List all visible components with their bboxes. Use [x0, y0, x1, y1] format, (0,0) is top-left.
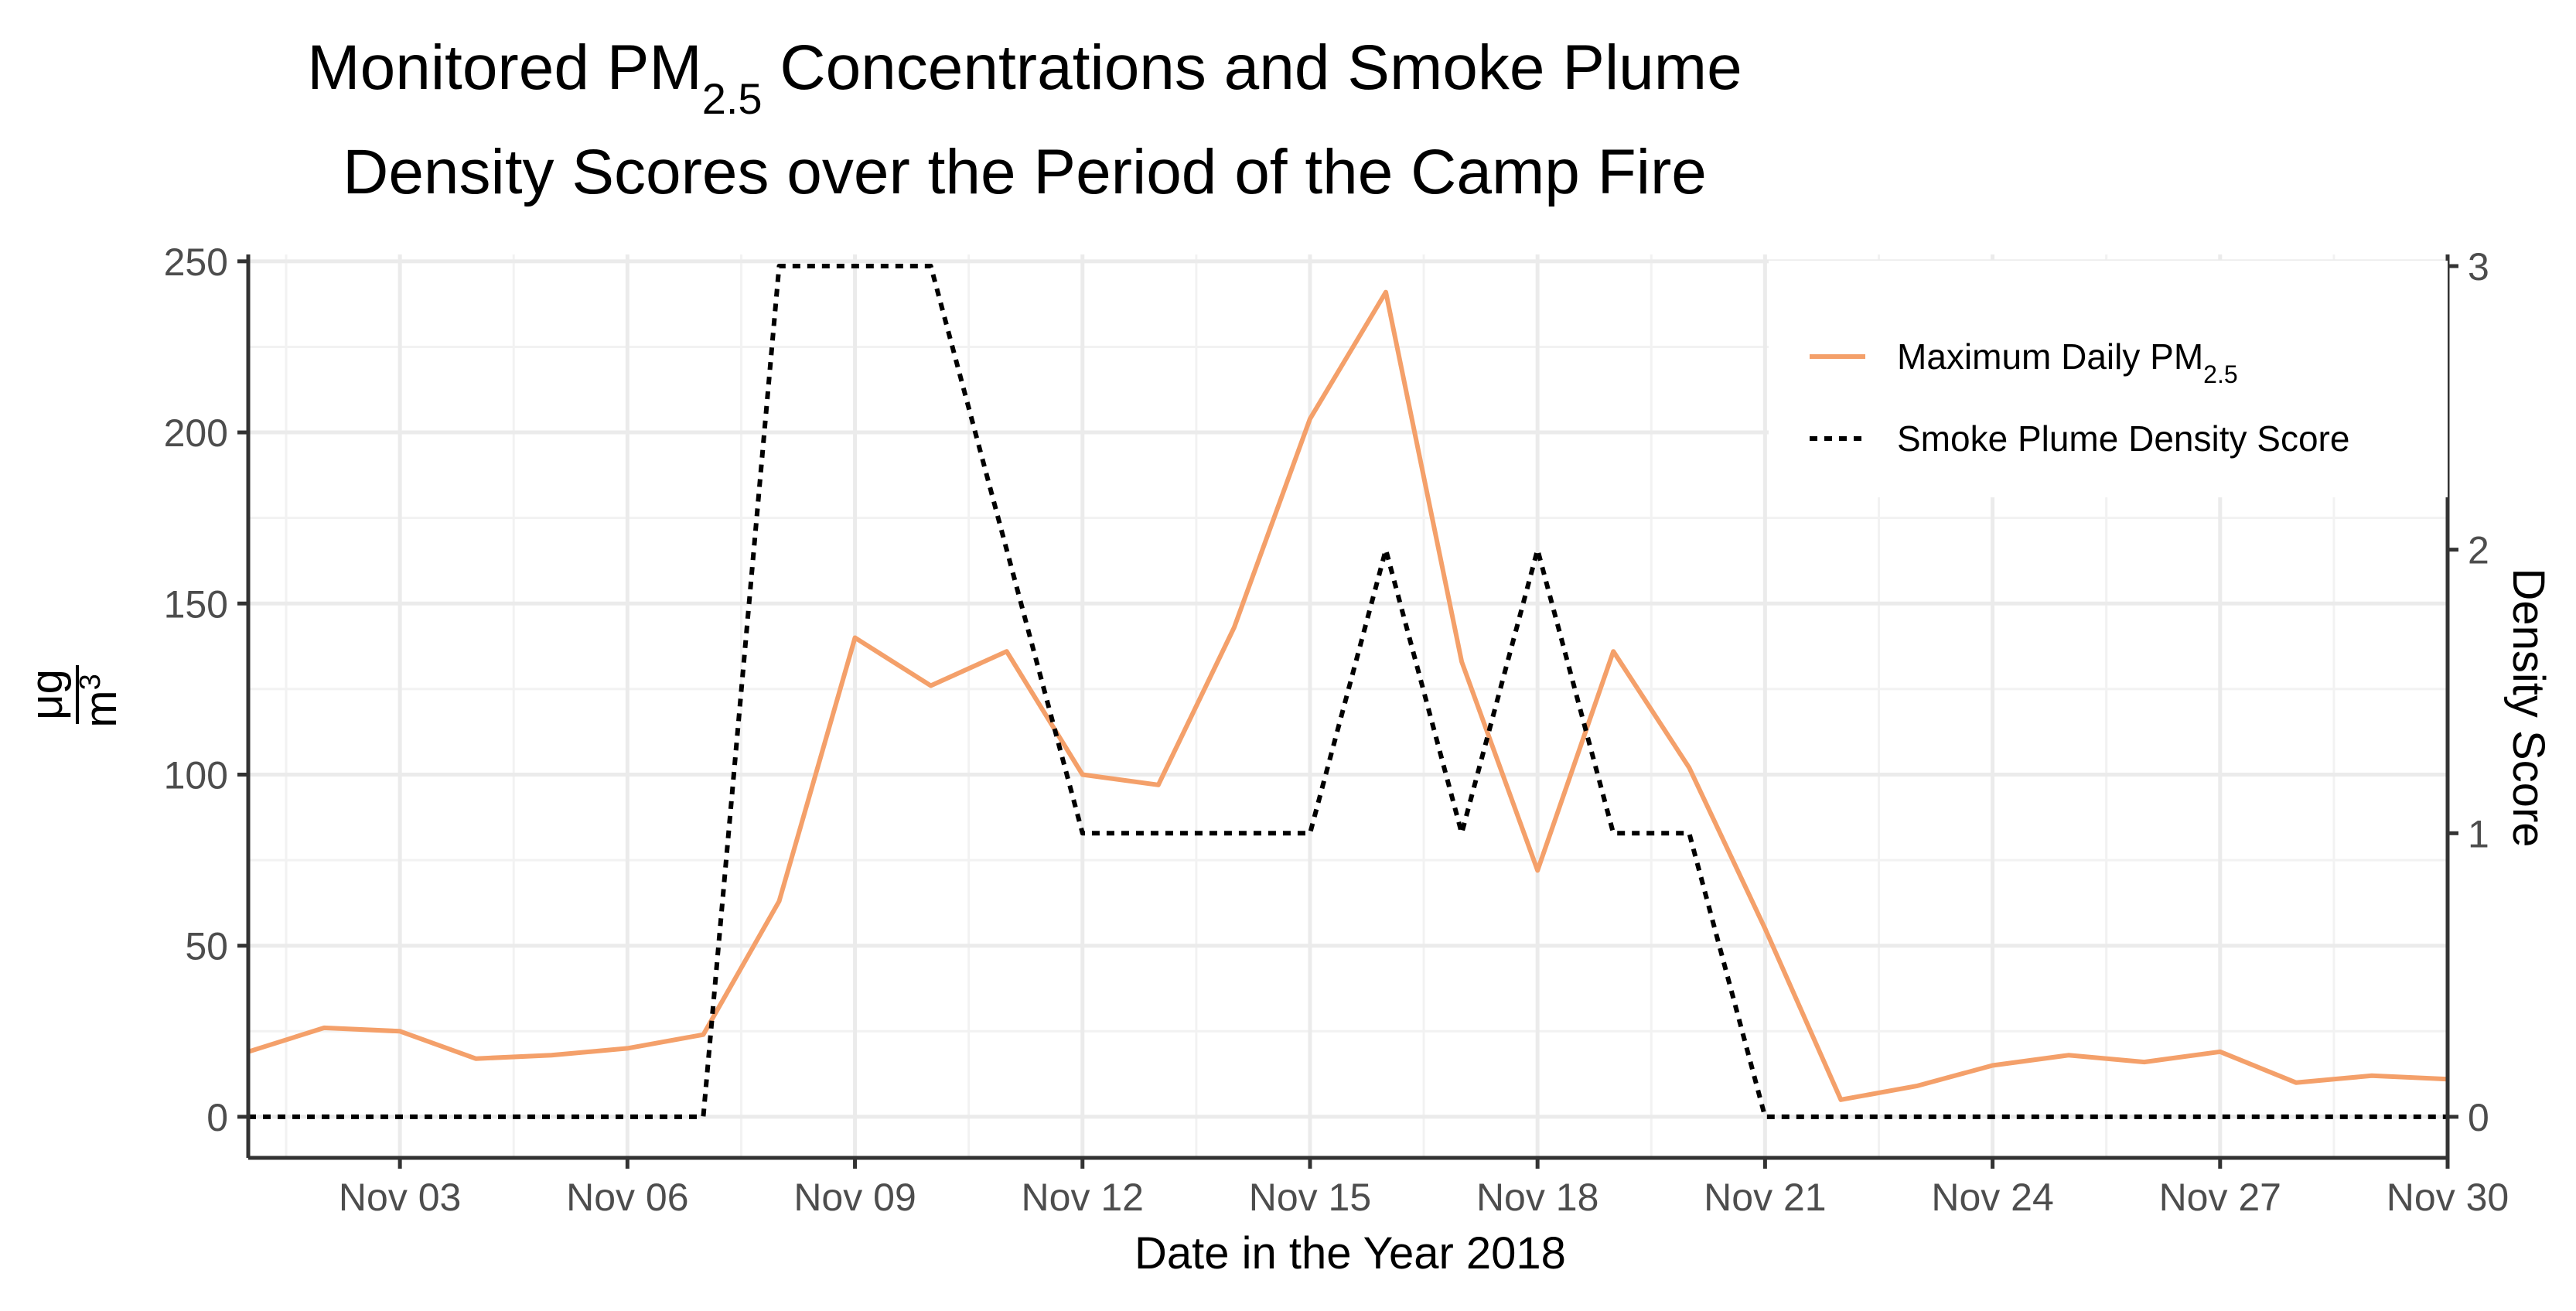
- x-axis-ticks: Nov 03 Nov 06 Nov 09 Nov 12 Nov 15 Nov 18 Nov …: [339, 1158, 2509, 1219]
- x-tick-label: Nov 24: [1931, 1176, 2053, 1219]
- y-tick-label: 0: [206, 1096, 228, 1139]
- y2-tick-label: 0: [2468, 1096, 2489, 1139]
- y2-tick-label: 2: [2468, 529, 2489, 572]
- y-axis-title-denominator: m3: [74, 674, 126, 727]
- x-tick-label: Nov 06: [566, 1176, 688, 1219]
- x-tick-label: Nov 15: [1249, 1176, 1371, 1219]
- series-line-pm25: [247, 289, 2448, 1102]
- y-tick-label: 100: [164, 753, 228, 797]
- y2-tick-label: 3: [2468, 245, 2489, 288]
- x-tick-label: Nov 18: [1476, 1176, 1598, 1219]
- x-tick-label: Nov 03: [339, 1176, 461, 1219]
- chart-title-line-2: Density Scores over the Period of the Ca…: [343, 137, 1707, 207]
- x-tick-label: Nov 21: [1704, 1176, 1826, 1219]
- chart-title-line-1: Monitored PM2.5 Concentrations and Smoke…: [307, 32, 1742, 123]
- x-tick-label: Nov 30: [2387, 1176, 2509, 1219]
- y2-tick-label: 1: [2468, 812, 2489, 855]
- x-axis-title: Date in the Year 2018: [1134, 1228, 1566, 1279]
- y-tick-label: 50: [185, 925, 228, 968]
- x-tick-label: Nov 09: [793, 1176, 916, 1219]
- minor-gridlines: [248, 254, 2448, 1158]
- y2-axis-ticks: 0 1 2 3: [2448, 245, 2489, 1139]
- y-tick-label: 200: [164, 411, 228, 455]
- series-line-density-score: [248, 264, 2448, 1119]
- y-tick-label: 250: [164, 241, 228, 284]
- series-layer: [247, 264, 2448, 1119]
- y-axis-ticks: 0 50 100 150 200 250: [164, 241, 248, 1139]
- x-tick-label: Nov 12: [1022, 1176, 1144, 1219]
- y2-axis-title: Density Score: [2503, 568, 2554, 847]
- y-axis-title-numerator: μg: [22, 669, 72, 720]
- legend-label-pm25: Maximum Daily PM2.5: [1897, 336, 2238, 388]
- y-axis-title: μg m3: [22, 665, 126, 728]
- y-tick-label: 150: [164, 582, 228, 626]
- x-tick-label: Nov 27: [2159, 1176, 2281, 1219]
- legend-background: [1769, 261, 2448, 497]
- legend-label-density: Smoke Plume Density Score: [1897, 418, 2349, 459]
- legend: Maximum Daily PM2.5 Smoke Plume Density …: [1769, 261, 2448, 497]
